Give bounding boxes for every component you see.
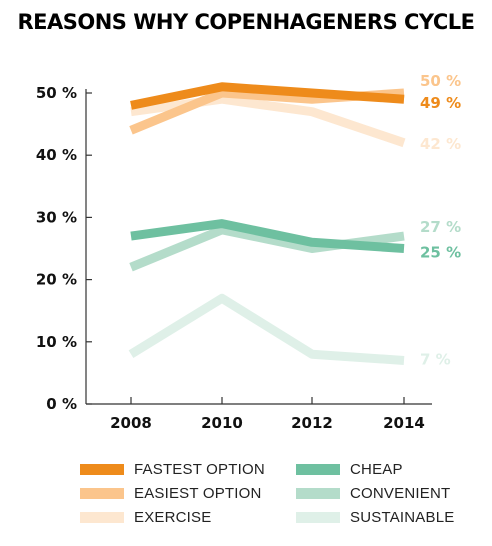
legend-swatch	[80, 487, 124, 499]
legend-item-fastest-option: FASTEST OPTION	[80, 458, 265, 480]
legend-swatch	[80, 511, 124, 523]
y-tick-label: 40 %	[36, 146, 77, 164]
legend-swatch	[296, 511, 340, 523]
end-label-fastest-option: 49 %	[420, 94, 461, 112]
end-label-exercise: 42 %	[420, 135, 461, 153]
series-line-fastest-option	[130, 82, 405, 110]
x-tick-label: 2014	[383, 414, 425, 432]
legend-swatch	[296, 487, 340, 499]
legend-label: CONVENIENT	[350, 484, 451, 502]
end-label-convenient: 27 %	[420, 218, 461, 236]
series-line-exercise	[130, 94, 406, 148]
legend-label: EASIEST OPTION	[134, 484, 262, 502]
series-line-cheap	[130, 219, 405, 253]
series-line-sustainable	[128, 293, 405, 365]
y-tick-label: 30 %	[36, 208, 77, 226]
legend-swatch	[296, 463, 340, 475]
x-tick-label: 2010	[201, 414, 243, 432]
legend-label: SUSTAINABLE	[350, 508, 455, 526]
series-lines	[128, 82, 406, 365]
legend-item-convenient: CONVENIENT	[296, 482, 450, 504]
y-tick-label: 50 %	[36, 84, 77, 102]
end-label-sustainable: 7 %	[420, 350, 451, 368]
legend-label: CHEAP	[350, 460, 403, 478]
line-chart: 0 %10 %20 %30 %40 %50 %2008 2010 2012 2014 …	[36, 72, 461, 432]
legend-swatch	[80, 463, 124, 475]
legend-item-exercise: EXERCISE	[80, 506, 211, 528]
legend-item-cheap: CHEAP	[296, 458, 403, 480]
legend-label: EXERCISE	[134, 508, 212, 526]
x-tick-label: 2012	[291, 414, 333, 432]
legend-label: FASTEST OPTION	[134, 460, 265, 478]
axes: 0 % 10 % 20 % 30 % 40 % 50 % 2008 2010 2012 2014	[36, 84, 432, 432]
end-label-easiest-option: 50 %	[420, 72, 461, 90]
y-tick-label: 20 %	[36, 271, 77, 289]
chart-title: REASONS WHY COPENHAGENERS CYCLE	[17, 10, 475, 34]
x-tick-label: 2008	[110, 414, 152, 432]
y-tick-label: 0 %	[46, 395, 77, 413]
end-labels: 49 % 50 % 42 % 25 % 27 % 7 %	[420, 72, 461, 368]
end-label-cheap: 25 %	[420, 244, 461, 262]
legend-item-easiest-option: EASIEST OPTION	[80, 482, 262, 504]
legend: FASTEST OPTION EASIEST OPTION EXERCISE C…	[0, 458, 492, 538]
legend-item-sustainable: SUSTAINABLE	[296, 506, 454, 528]
y-tick-label: 10 %	[36, 333, 77, 351]
